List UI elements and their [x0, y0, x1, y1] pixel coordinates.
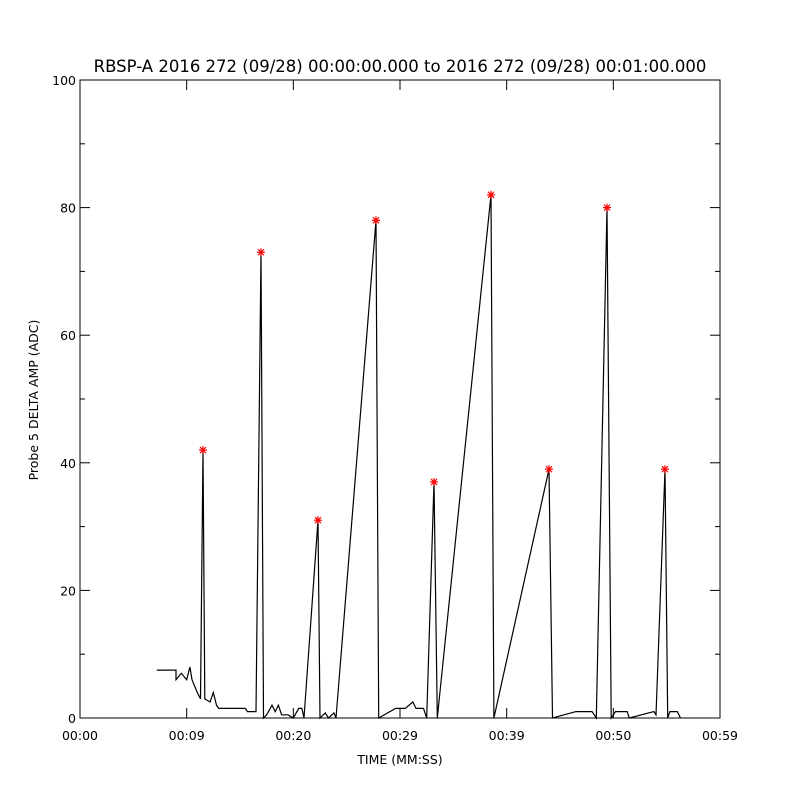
x-tick-label: 00:09 — [169, 728, 205, 743]
asterisk-stroke — [372, 216, 380, 224]
asterisk-stroke — [487, 191, 495, 199]
x-tick-label: 00:50 — [595, 728, 631, 743]
x-tick-label: 00:29 — [382, 728, 418, 743]
y-tick-label: 60 — [60, 328, 76, 343]
peak-marker — [313, 516, 322, 525]
axis-ticks: 00:00 00:09 00:20 00:29 00:39 00:50 00:59 0 20 40… — [52, 73, 738, 743]
y-axis-label: Probe 5 DELTA AMP (ADC) — [26, 320, 41, 481]
peak-marker — [257, 248, 266, 257]
peak-marker — [430, 477, 439, 486]
asterisk-stroke — [545, 465, 553, 473]
chart-title: RBSP-A 2016 272 (09/28) 00:00:00.000 to … — [94, 57, 707, 76]
asterisk-stroke — [257, 248, 265, 256]
asterisk-stroke — [314, 516, 322, 524]
y-tick-label: 80 — [60, 201, 76, 216]
x-tick-label: 00:39 — [489, 728, 525, 743]
peak-marker — [545, 465, 554, 474]
x-axis-label: TIME (MM:SS) — [356, 752, 442, 767]
asterisk-stroke — [430, 478, 438, 486]
x-tick-label: 00:59 — [702, 728, 738, 743]
asterisk-stroke — [661, 465, 669, 473]
y-tick-label: 20 — [60, 583, 76, 598]
y-tick-label: 100 — [52, 73, 76, 88]
data-series — [156, 194, 682, 720]
y-tick-label: 0 — [68, 711, 76, 726]
peak-marker — [660, 465, 669, 474]
x-tick-label: 00:20 — [275, 728, 311, 743]
peak-marker — [198, 446, 207, 455]
peak-markers — [198, 190, 669, 525]
series-line — [156, 194, 682, 720]
peak-marker — [603, 203, 612, 212]
peak-marker — [486, 190, 495, 199]
peak-marker — [372, 216, 380, 225]
plot-frame — [79, 79, 721, 719]
asterisk-stroke — [199, 446, 207, 454]
y-tick-label: 40 — [60, 456, 76, 471]
x-tick-label: 00:00 — [62, 728, 98, 743]
asterisk-stroke — [603, 204, 611, 212]
